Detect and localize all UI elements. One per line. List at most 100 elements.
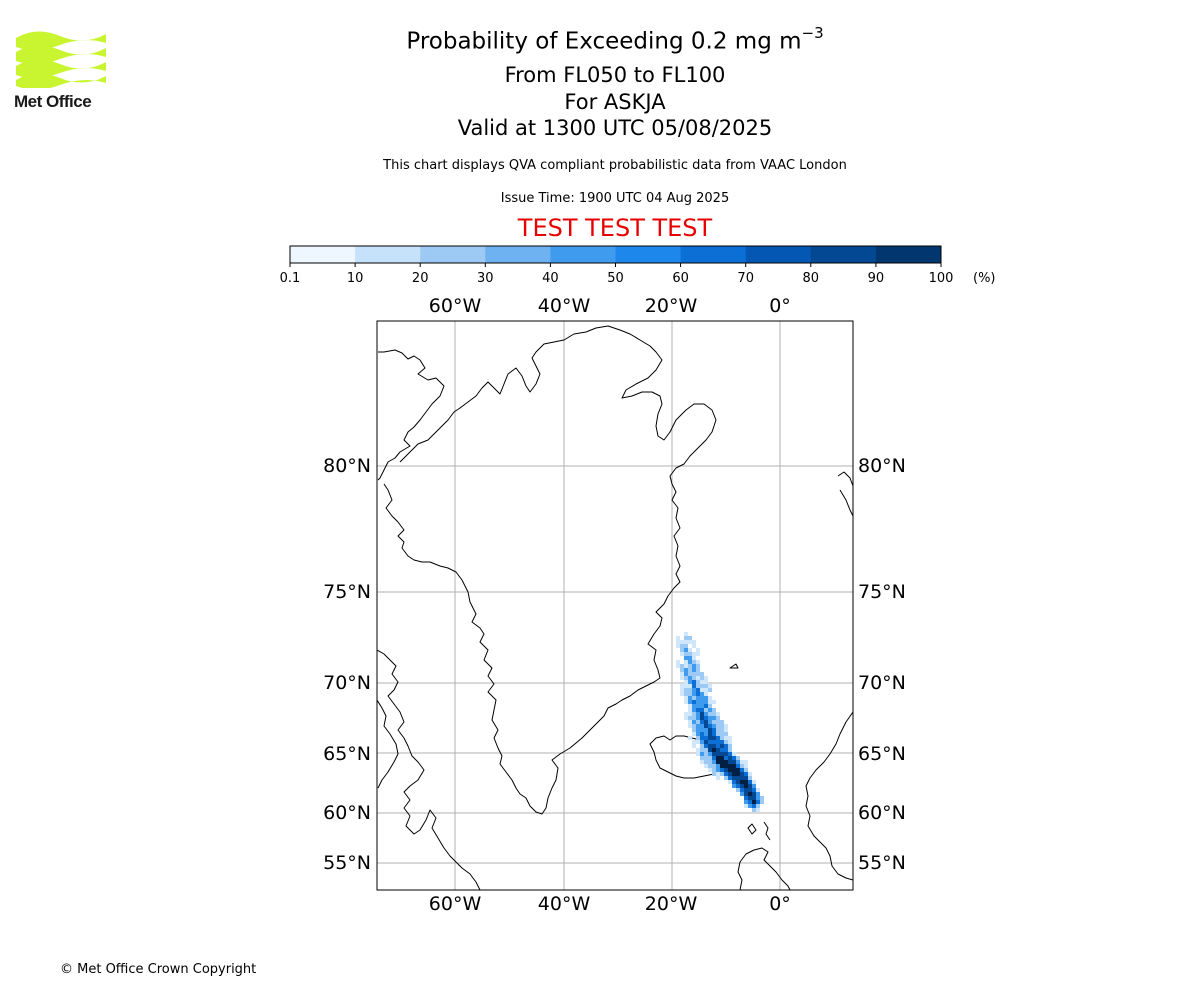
plume-cell	[696, 684, 700, 688]
plume-cell	[752, 800, 756, 804]
plume-cell	[684, 644, 688, 648]
plume-cell	[680, 676, 684, 680]
plume-cell	[692, 656, 696, 660]
plume-cell	[724, 744, 728, 748]
colorbar-tick-label: 80	[803, 271, 820, 286]
colorbar-segment	[680, 246, 747, 263]
plume-cell	[712, 720, 716, 724]
plume-cell	[704, 676, 708, 680]
plume-cell	[700, 712, 704, 716]
plume-cell	[676, 664, 680, 668]
plume-cell	[712, 756, 716, 760]
plume-cell	[728, 740, 732, 744]
plume-cell	[704, 760, 708, 764]
plume-cell	[756, 796, 760, 800]
plume-cell	[704, 704, 708, 708]
plume-cell	[708, 688, 712, 692]
plume-cell	[684, 684, 688, 688]
plume-cell	[688, 672, 692, 676]
plume-cell	[688, 664, 692, 668]
lat-labels-right: 80°N 75°N 70°N 65°N 60°N 55°N	[858, 455, 906, 874]
plume-cell	[720, 752, 724, 756]
plume-cell	[716, 748, 720, 752]
plume-cell	[728, 748, 732, 752]
lat-label-right-65n: 65°N	[858, 743, 906, 765]
plume-cell	[752, 808, 756, 812]
plume-cell	[692, 688, 696, 692]
plume-cell	[700, 752, 704, 756]
plume-cell	[720, 732, 724, 736]
plume-cell	[752, 796, 756, 800]
colorbar-segment	[745, 246, 812, 263]
plume-cell	[732, 756, 736, 760]
plume-cell	[716, 772, 720, 776]
plume-cell	[680, 684, 684, 688]
plume-cell	[692, 672, 696, 676]
plume-cell	[692, 720, 696, 724]
plume-cell	[704, 680, 708, 684]
plume-cell	[692, 700, 696, 704]
plume-cell	[760, 796, 764, 800]
plume-cell	[712, 752, 716, 756]
plume-cell	[704, 740, 708, 744]
plume-cell	[700, 676, 704, 680]
plume-cell	[748, 772, 752, 776]
uk-coast	[737, 847, 791, 890]
plume-cell	[708, 756, 712, 760]
plume-cell	[696, 664, 700, 668]
plume-cell	[712, 760, 716, 764]
plume-cell	[684, 712, 688, 716]
plume-cell	[744, 796, 748, 800]
plume-cell	[724, 772, 728, 776]
plume-cell	[720, 740, 724, 744]
plume-cell	[736, 768, 740, 772]
plume-cell	[684, 632, 688, 636]
plume-cell	[700, 684, 704, 688]
norway-coast	[805, 711, 853, 881]
plume-cell	[744, 780, 748, 784]
plume-cell	[712, 736, 716, 740]
plume-cell	[696, 732, 700, 736]
plume-cell	[696, 668, 700, 672]
colorbar-segment	[420, 246, 486, 263]
plume-cell	[732, 776, 736, 780]
plume-cell	[728, 780, 732, 784]
plume-cell	[724, 724, 728, 728]
title-volcano: For ASKJA	[564, 90, 666, 114]
plume-cell	[684, 676, 688, 680]
plume-cell	[732, 784, 736, 788]
plume-cell	[692, 712, 696, 716]
plume-cell	[700, 680, 704, 684]
plume-cell	[740, 764, 744, 768]
plume-cell	[692, 724, 696, 728]
plume-cell	[696, 680, 700, 684]
plume-cell	[744, 760, 748, 764]
plume-cell	[712, 748, 716, 752]
plume-cell	[756, 800, 760, 804]
plume-cell	[680, 672, 684, 676]
plume-cell	[744, 776, 748, 780]
plume-cell	[692, 692, 696, 696]
plume-cell	[700, 740, 704, 744]
plume-cell	[720, 720, 724, 724]
plume-cell	[696, 648, 700, 652]
colorbar-segment	[550, 246, 616, 263]
plume-cell	[716, 768, 720, 772]
plume-cell	[688, 688, 692, 692]
plume-cell	[692, 644, 696, 648]
plume-cell	[736, 772, 740, 776]
title-line-1: Probability of Exceeding 0.2 mg m	[406, 28, 802, 55]
greenland-coast	[377, 325, 717, 815]
plume-cell	[740, 784, 744, 788]
plume-cell	[704, 744, 708, 748]
met-office-logo: Met Office	[14, 28, 110, 114]
plume-cell	[696, 676, 700, 680]
plume-cell	[744, 784, 748, 788]
plume-cell	[688, 668, 692, 672]
plume-cell	[700, 724, 704, 728]
plume-cell	[696, 728, 700, 732]
lon-label-top-60w: 60°W	[429, 295, 482, 317]
plume-cell	[716, 756, 720, 760]
gridlines	[377, 321, 853, 890]
plume-cell	[700, 748, 704, 752]
